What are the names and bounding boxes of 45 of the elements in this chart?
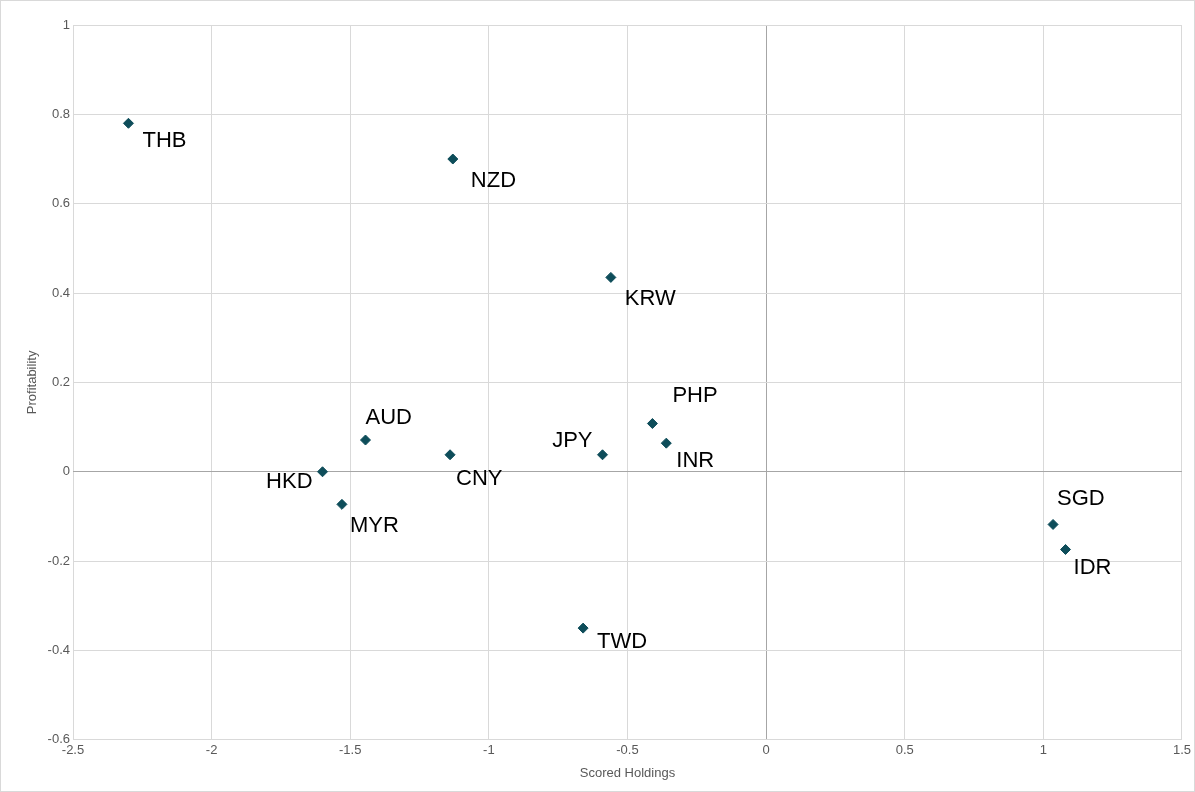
point <box>336 498 348 510</box>
x-tick-label: 0 <box>762 742 770 758</box>
x-tick-label: -2.5 <box>61 742 85 758</box>
x-tick-label: -1 <box>483 742 495 758</box>
point <box>444 449 456 461</box>
y-tick-label: 0.4 <box>51 284 70 300</box>
y-tick-label: 0.2 <box>51 373 70 389</box>
point <box>1060 543 1072 555</box>
y-tick-label: -0.4 <box>47 642 70 658</box>
x-axis-title: Scored Holdings <box>579 764 676 780</box>
annotation: HKD <box>266 467 313 493</box>
annotation: PHP <box>672 381 718 407</box>
x-tick-label: -0.5 <box>616 742 639 758</box>
y-tick-label: 0.8 <box>51 105 70 121</box>
annotation: NZD <box>470 167 517 193</box>
annotation: INR <box>676 447 715 473</box>
point <box>359 434 371 446</box>
annotation: CNY <box>456 464 503 490</box>
y-axis-title: Profitability <box>24 350 40 415</box>
point <box>122 117 134 129</box>
annotation: TWD <box>597 628 648 654</box>
point <box>605 271 617 283</box>
point <box>660 437 672 449</box>
annotation: KRW <box>624 285 677 311</box>
y-tick-label: -0.2 <box>47 552 70 568</box>
annotation: SGD <box>1057 484 1105 510</box>
point <box>1047 518 1059 530</box>
point <box>577 622 589 634</box>
x-tick-label: 1.5 <box>1172 742 1191 758</box>
annotation: JPY <box>552 426 593 452</box>
y-tick-label: 0 <box>62 463 70 479</box>
y-tick-label: 0.6 <box>51 195 70 211</box>
annotation: AUD <box>365 404 412 430</box>
x-tick-label: -1.5 <box>339 742 362 758</box>
annotation: THB <box>142 127 187 153</box>
annotation: MYR <box>349 512 399 538</box>
point <box>646 418 658 429</box>
y-tick-label: 1 <box>62 16 70 32</box>
x-tick-label: -2 <box>205 742 218 758</box>
point <box>317 466 329 478</box>
point <box>447 153 459 165</box>
annotation: IDR <box>1073 553 1112 579</box>
x-tick-label: 0.5 <box>895 742 914 758</box>
point <box>597 449 609 461</box>
x-tick-label: 1 <box>1039 742 1047 758</box>
